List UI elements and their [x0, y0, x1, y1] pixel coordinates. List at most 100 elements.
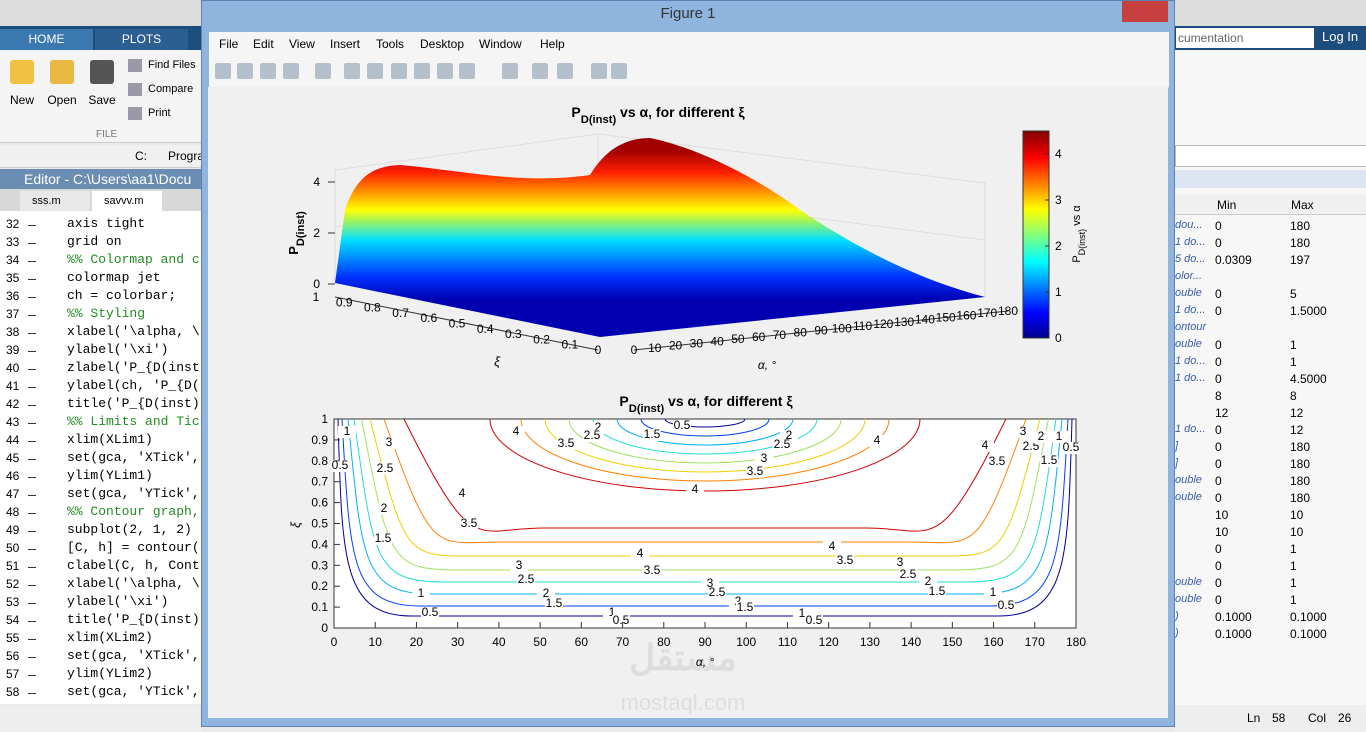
label-bg: [517, 574, 535, 586]
line-number: 44: [6, 433, 20, 447]
x-tick-label: 110: [778, 635, 797, 649]
editor-tab[interactable]: sss.m: [20, 191, 90, 211]
label-bg: [453, 488, 471, 500]
tool-button[interactable]: [437, 63, 453, 79]
tool-button[interactable]: [414, 63, 430, 79]
menu-item[interactable]: Tools: [376, 37, 405, 51]
contour-label: 1: [990, 585, 997, 599]
tool-button[interactable]: [260, 63, 276, 79]
code-line: ylabel('\xi'): [67, 594, 169, 609]
line-dash: [28, 315, 36, 316]
path-part[interactable]: C:: [135, 149, 147, 163]
tool-label[interactable]: Compare: [148, 83, 194, 95]
button-icon[interactable]: [90, 60, 114, 84]
tool-icon[interactable]: [128, 83, 142, 96]
var-name: 1 do...: [1175, 372, 1206, 384]
button-label[interactable]: Open: [47, 93, 77, 107]
button-label[interactable]: Save: [88, 93, 116, 107]
z-tick-label: 4: [313, 175, 320, 189]
tool-button[interactable]: [237, 63, 253, 79]
code-line: set(gca, 'YTick',: [67, 684, 200, 699]
y-tick-label: 0.9: [336, 295, 353, 309]
tool-button[interactable]: [557, 63, 573, 79]
tool-button[interactable]: [215, 63, 231, 79]
var-min: 0: [1215, 304, 1222, 318]
menu-item[interactable]: Insert: [330, 37, 361, 51]
menu-item[interactable]: Help: [540, 37, 565, 51]
contour-label: 4: [829, 539, 836, 553]
label-subscript: D(inst): [1077, 229, 1087, 256]
label-bg: [1032, 431, 1050, 443]
tool-button[interactable]: [591, 63, 607, 79]
search-box[interactable]: cumentation: [1176, 28, 1314, 48]
code-line: title('P_{D(inst): [67, 396, 200, 411]
menu-item[interactable]: Desktop: [420, 37, 465, 51]
label-bg: [836, 555, 854, 567]
menu-item[interactable]: File: [219, 37, 239, 51]
menu-item[interactable]: View: [289, 37, 315, 51]
label-bg: [374, 533, 392, 545]
line-number: 51: [6, 559, 20, 573]
var-min: 0: [1215, 355, 1222, 369]
tool-button[interactable]: [611, 63, 627, 79]
path-part[interactable]: Progra: [168, 149, 205, 163]
x-tick-label: 170: [1025, 635, 1045, 649]
tab[interactable]: HOME: [0, 29, 93, 50]
code-line: colormap jet: [67, 270, 161, 285]
tool-button[interactable]: [344, 63, 360, 79]
var-name: ]: [1175, 440, 1179, 452]
x-tick-label: 90: [698, 635, 712, 649]
x-tick-label: 120: [819, 635, 839, 649]
line-number: 38: [6, 325, 20, 339]
tool-icon[interactable]: [128, 59, 142, 72]
var-name: ]: [1175, 457, 1179, 469]
line-dash: [28, 639, 36, 640]
button-icon[interactable]: [10, 60, 34, 84]
tool-button[interactable]: [459, 63, 475, 79]
contour-label: 0.5: [998, 598, 1015, 612]
var-min: 0: [1215, 372, 1222, 386]
tool-icon[interactable]: [128, 107, 142, 120]
x-tick-label: 70: [773, 328, 787, 342]
var-name: ouble: [1175, 474, 1202, 486]
contour-label: 1.5: [1041, 453, 1058, 467]
tool-button[interactable]: [367, 63, 383, 79]
label-bg: [755, 453, 773, 465]
var-name: 1 do...: [1175, 355, 1206, 367]
label-bg: [507, 426, 525, 438]
contour-label: 0.5: [1063, 440, 1080, 454]
tool-button[interactable]: [532, 63, 548, 79]
tool-button[interactable]: [315, 63, 331, 79]
close-button[interactable]: [1122, 1, 1168, 22]
var-max: 180: [1290, 236, 1311, 250]
contour-line: [347, 418, 1063, 595]
contour-label: 1.5: [737, 600, 754, 614]
contour-label: 2.5: [774, 437, 791, 451]
colorbar-tick-label: 1: [1055, 285, 1062, 299]
login[interactable]: Log In: [1322, 29, 1359, 44]
tool-label[interactable]: Find Files: [148, 59, 196, 71]
x-tick-label: 0: [631, 343, 638, 357]
colorbar-tick-label: 4: [1055, 147, 1062, 161]
tab[interactable]: PLOTS: [95, 29, 188, 50]
menu-item[interactable]: Window: [479, 37, 522, 51]
y-tick-label: 0.6: [420, 311, 437, 325]
x-tick-label: 60: [575, 635, 589, 649]
button-label[interactable]: New: [9, 93, 34, 107]
y-tick-label: 0.7: [392, 306, 409, 320]
tool-label[interactable]: Print: [148, 107, 171, 119]
dropdown[interactable]: [1175, 145, 1366, 167]
button-icon[interactable]: [50, 60, 74, 84]
editor-tab[interactable]: savvv.m: [92, 191, 162, 211]
contour-label: 3.5: [747, 464, 764, 478]
contour-line: [361, 418, 1049, 571]
menu-item[interactable]: Edit: [253, 37, 274, 51]
tool-button[interactable]: [502, 63, 518, 79]
y-tick-label: 0.1: [311, 600, 328, 614]
tool-button[interactable]: [283, 63, 299, 79]
editor-title: Editor - C:\Users\aa1\Docu: [0, 169, 201, 189]
var-name: ouble: [1175, 338, 1202, 350]
tool-button[interactable]: [391, 63, 407, 79]
var-name: 1 do...: [1175, 236, 1206, 248]
label-bg: [1014, 426, 1032, 438]
